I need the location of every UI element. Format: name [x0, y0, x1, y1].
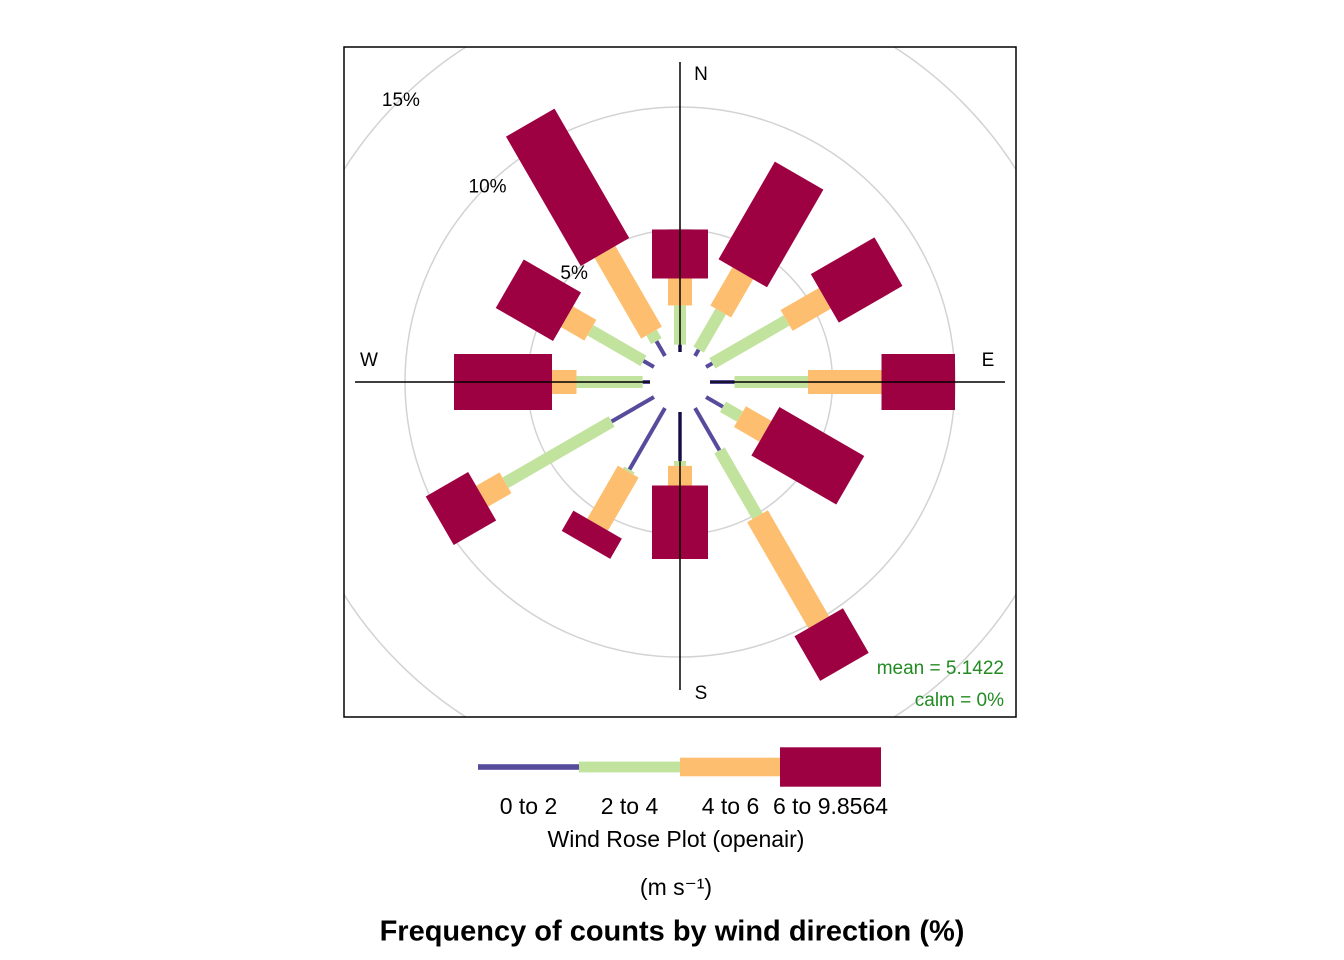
compass-label: W: [360, 350, 378, 371]
rose-segment: [780, 288, 831, 331]
legend-key: [780, 747, 881, 787]
r-tick-label: 10%: [469, 177, 507, 198]
rose-segment: [693, 308, 726, 353]
rose-segment: [506, 108, 630, 267]
panel-border: [343, 46, 1017, 718]
legend-units: (m s⁻¹): [640, 874, 712, 900]
rose-segment: [654, 340, 667, 358]
rose-segment: [594, 246, 662, 339]
compass-label: S: [695, 683, 708, 704]
rose-segment: [704, 361, 714, 369]
rose-segment: [751, 407, 865, 505]
calm-circle: [650, 352, 710, 412]
rose-segment: [587, 325, 647, 367]
legend-key: [478, 764, 579, 770]
rose-segment: [642, 359, 656, 369]
legend-title: Wind Rose Plot (openair): [548, 826, 805, 852]
rose-segment: [623, 466, 635, 475]
compass-label: N: [694, 64, 708, 85]
rose-segment: [810, 237, 903, 323]
rose-segment: [425, 471, 497, 545]
rose-segment: [794, 608, 869, 681]
rose-segment: [693, 406, 722, 452]
rose-segment: [733, 406, 772, 442]
legend-label: 4 to 6: [702, 793, 760, 819]
legend-key: [579, 761, 680, 773]
rose-segment: [561, 306, 597, 341]
rose-segment: [610, 395, 656, 424]
rose-segment: [476, 472, 512, 507]
rose-segment: [747, 510, 830, 629]
legend-label: 0 to 2: [500, 793, 558, 819]
compass-label: E: [982, 350, 995, 371]
rose-segment: [495, 259, 582, 342]
rose-segment: [704, 395, 724, 409]
rose-segment: [561, 510, 622, 559]
rose-segment: [693, 348, 701, 358]
r-tick-label: 15%: [382, 90, 420, 111]
legend-label: 6 to 9.8564: [773, 793, 888, 819]
rose-segment: [502, 416, 615, 488]
r-tick-label: 5%: [560, 263, 588, 284]
rose-segment: [714, 447, 763, 520]
rose-segment: [627, 406, 667, 471]
legend-key: [680, 757, 781, 777]
annotation: calm = 0%: [915, 690, 1004, 711]
x-axis-label: Frequency of counts by wind direction (%…: [380, 916, 965, 948]
rose-segment: [718, 161, 824, 288]
rose-segment: [646, 329, 662, 345]
rose-segment: [709, 315, 790, 369]
rose-segment: [719, 401, 743, 422]
legend-label: 2 to 4: [601, 793, 659, 819]
rose-segment: [587, 465, 639, 531]
rose-segment: [710, 267, 754, 318]
annotation: mean = 5.1422: [877, 658, 1004, 679]
